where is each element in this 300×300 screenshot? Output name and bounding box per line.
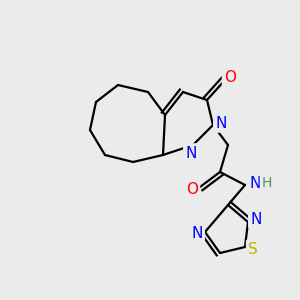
Text: N: N bbox=[249, 176, 261, 190]
Text: N: N bbox=[215, 116, 227, 130]
Text: O: O bbox=[186, 182, 198, 197]
Text: H: H bbox=[262, 176, 272, 190]
Text: N: N bbox=[185, 146, 197, 160]
Text: S: S bbox=[248, 242, 258, 256]
Text: N: N bbox=[250, 212, 262, 226]
Text: O: O bbox=[224, 70, 236, 85]
Text: N: N bbox=[191, 226, 203, 242]
